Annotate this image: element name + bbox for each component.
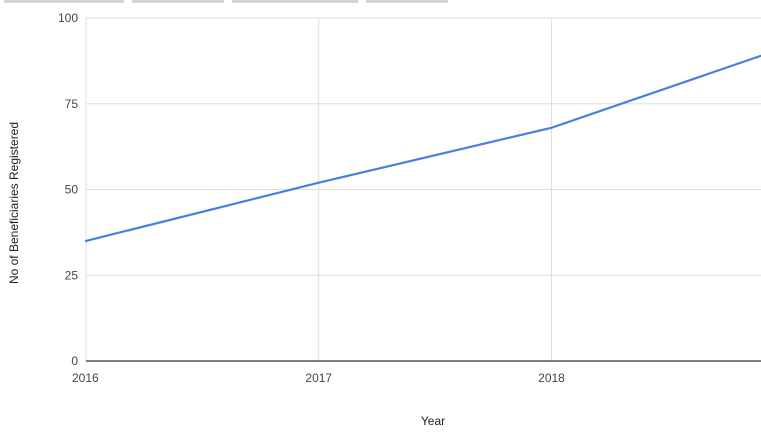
y-tick-labels: 0 25 50 75 100 [58, 11, 78, 368]
y-axis-title: No of Beneficiaries Registered [7, 122, 21, 284]
x-axis-title: Year [421, 414, 445, 428]
y-tick-label: 0 [71, 354, 78, 368]
y-tick-label: 50 [65, 183, 79, 197]
y-tick-label: 75 [65, 97, 79, 111]
series-line-1 [84, 54, 761, 243]
gridlines [85, 17, 761, 361]
series-layer [84, 54, 761, 243]
x-tick-label: 2017 [305, 371, 332, 385]
y-tick-label: 25 [65, 268, 79, 282]
x-tick-label: 2018 [538, 371, 565, 385]
cropped-title-remnant [4, 0, 448, 3]
y-tick-label: 100 [58, 11, 78, 25]
x-tick-label: 2016 [72, 371, 99, 385]
x-tick-labels: 2016 2017 2018 [72, 371, 565, 385]
